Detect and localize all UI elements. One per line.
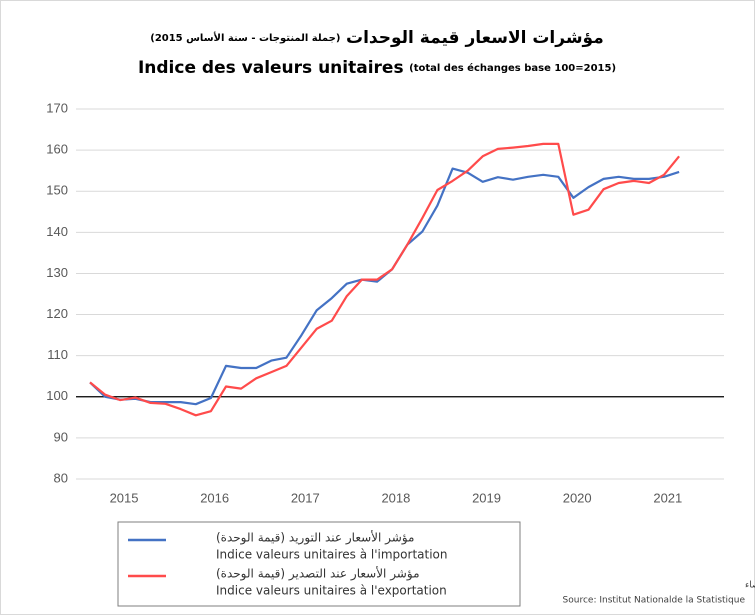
title-ar-note: (جملة المنتوجات - سنة الأساس 2015) [150,31,340,44]
legend-label-ar: مؤشر الأسعار عند التوريد (قيمة الوحدة) [216,530,414,546]
y-tick-label: 90 [54,429,68,444]
x-tick-label: 2019 [472,490,501,505]
legend-label: Indice valeurs unitaires à l'exportation [216,584,447,598]
title-ar: مؤشرات الاسعار قيمة الوحدات (جملة المنتو… [150,28,604,49]
series-line [89,142,680,417]
legend-label-ar: مؤشر الأسعار عند التصدير (قيمة الوحدة) [216,566,420,582]
y-tick-label: 100 [46,388,68,403]
x-tick-label: 2018 [381,490,410,505]
y-tick-label: 150 [46,183,68,198]
legend-box [117,521,521,607]
source: Source: Institut Nationalde la Statistiq… [563,596,746,606]
source-ar: المصدر : المعهد الوطني للاحصاء [745,581,755,591]
x-tick-label: 2020 [563,490,592,505]
y-tick-label: 80 [54,470,68,485]
title-note: (total des échanges base 100=2015) [409,62,616,74]
x-tick-label: 2015 [110,490,139,505]
x-tick-label: 2016 [200,490,229,505]
x-tick-label: 2017 [291,490,320,505]
title-ar-main: مؤشرات الاسعار قيمة الوحدات [346,28,604,48]
title: Indice des valeurs unitaires (total des … [138,58,616,79]
y-tick-label: 140 [46,224,68,239]
legend-label: Indice valeurs unitaires à l'importation [216,548,448,562]
title-main: Indice des valeurs unitaires [138,58,404,78]
y-tick-label: 110 [47,347,68,362]
y-tick-label: 120 [46,306,68,321]
y-tick-label: 160 [46,142,68,157]
y-tick-label: 130 [46,265,68,280]
x-tick-label: 2021 [653,490,682,505]
y-tick-label: 170 [46,100,68,115]
